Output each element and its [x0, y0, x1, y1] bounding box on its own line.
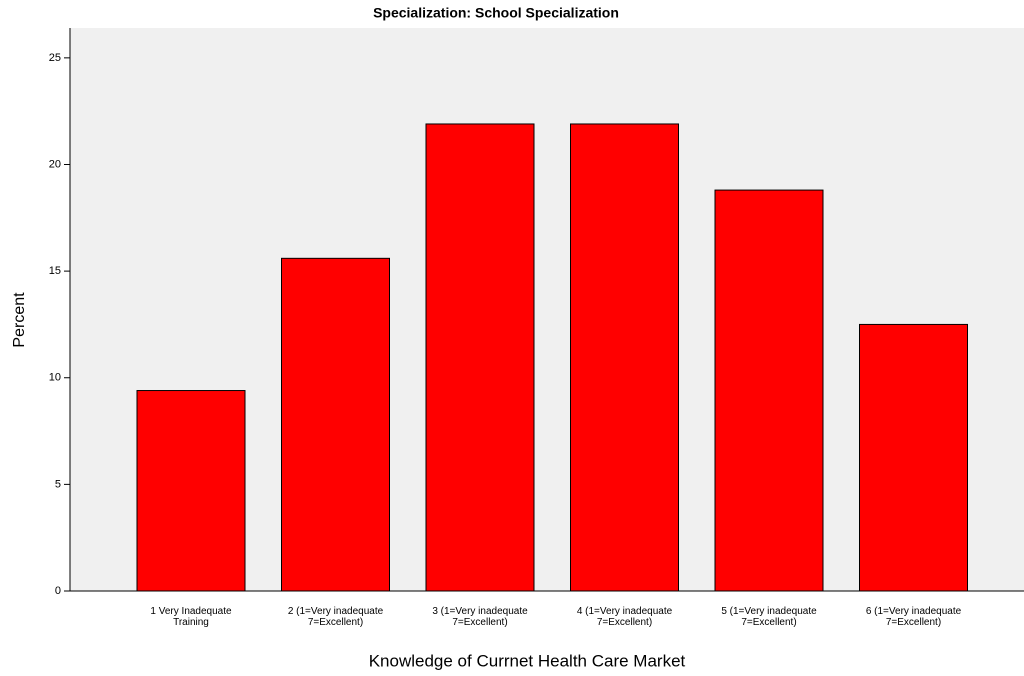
chart-title: Specialization: School Specialization — [373, 5, 619, 21]
x-tick-label: 3 (1=Very inadequate 7=Excellent) — [432, 606, 528, 628]
y-axis-label: Percent — [11, 292, 28, 348]
bar — [136, 390, 246, 592]
y-tick-label: 5 — [55, 478, 61, 490]
x-tick-label-line: 7=Excellent) — [886, 617, 941, 628]
x-tick-label-line: 7=Excellent) — [308, 617, 363, 628]
bar — [859, 323, 968, 592]
x-tick-label-line: 7=Excellent) — [741, 617, 796, 628]
x-tick-label-line: 7=Excellent) — [452, 617, 507, 628]
x-tick-label-line: 2 (1=Very inadequate — [288, 606, 384, 617]
bar — [425, 123, 535, 592]
x-axis-label: Knowledge of Currnet Health Care Market — [369, 651, 686, 670]
x-tick-label: 6 (1=Very inadequate 7=Excellent) — [866, 606, 962, 628]
x-tick-label: 5 (1=Very inadequate 7=Excellent) — [721, 606, 817, 628]
x-tick-label-line: 3 (1=Very inadequate — [432, 606, 528, 617]
x-tick-label-line: 5 (1=Very inadequate — [721, 606, 817, 617]
y-tick-label: 25 — [49, 52, 61, 64]
y-tick-label: 15 — [49, 265, 61, 277]
x-tick-label: 2 (1=Very inadequate 7=Excellent) — [288, 606, 384, 628]
x-tick-label: 1 Very Inadequate Training — [150, 606, 232, 628]
y-tick-label: 10 — [49, 372, 61, 384]
x-tick-label-line: 4 (1=Very inadequate — [577, 606, 673, 617]
y-tick-label: 20 — [49, 158, 61, 170]
bar — [570, 123, 679, 592]
x-tick-label-line: 1 Very Inadequate — [150, 606, 232, 617]
x-tick-label-line: 7=Excellent) — [597, 617, 652, 628]
x-tick-label-line: 6 (1=Very inadequate — [866, 606, 962, 617]
bar — [714, 189, 824, 592]
x-tick-label-line: Training — [173, 617, 209, 628]
x-tick-label: 4 (1=Very inadequate 7=Excellent) — [577, 606, 673, 628]
y-tick-label: 0 — [55, 585, 61, 597]
bar — [281, 257, 390, 592]
